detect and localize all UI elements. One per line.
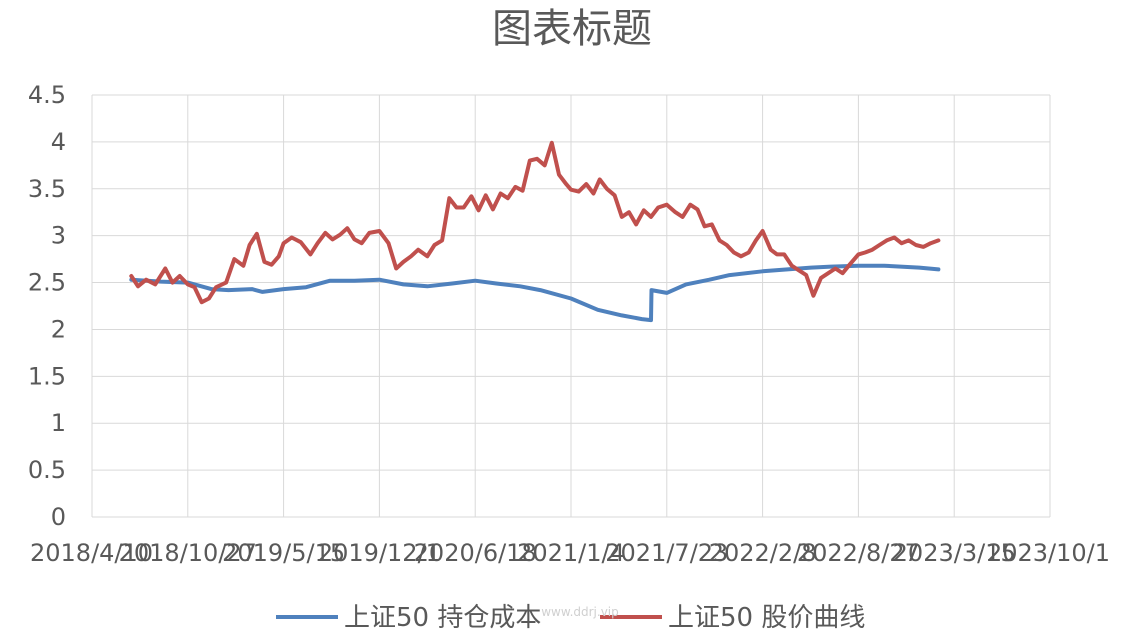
legend: 上证50 持仓成本 上证50 股价曲线	[276, 603, 865, 633]
legend-label-cost: 上证50 持仓成本	[344, 603, 541, 633]
x-tick-label: 2023/3/15	[893, 539, 1016, 567]
x-tick-label: 2018/10/27	[119, 539, 257, 567]
y-tick-label: 0	[51, 503, 66, 531]
x-tick-label: 2018/4/10	[30, 539, 153, 567]
x-tick-label: 2021/7/23	[605, 539, 728, 567]
y-tick-label: 1	[51, 409, 66, 437]
series-layer	[129, 140, 941, 323]
series-line-cost	[129, 263, 941, 323]
x-tick-label: 2019/12/1	[318, 539, 441, 567]
legend-label-price: 上证50 股价曲线	[668, 603, 865, 633]
y-tick-label: 3	[51, 222, 66, 250]
chart-title: 图表标题	[492, 6, 652, 52]
y-tick-label: 0.5	[28, 456, 66, 484]
y-tick-label: 2	[51, 315, 66, 343]
watermark-text: www.ddrj.vip	[541, 605, 619, 619]
x-tick-label: 2019/5/15	[222, 539, 345, 567]
y-axis-ticks: 0 0.5 1 1.5 2 2.5 3 3.5 4 4.5	[28, 81, 66, 531]
x-tick-label: 2022/2/8	[709, 539, 817, 567]
y-tick-label: 2.5	[28, 269, 66, 297]
series-line-price	[129, 140, 941, 305]
y-tick-label: 3.5	[28, 175, 66, 203]
x-tick-label: 2020/6/18	[414, 539, 537, 567]
y-tick-label: 4	[51, 128, 66, 156]
x-tick-label: 2021/1/4	[517, 539, 625, 567]
x-axis-ticks: 2018/4/102018/10/272019/5/152019/12/1202…	[30, 539, 1110, 567]
x-tick-label: 2023/10/1	[987, 539, 1110, 567]
grid	[91, 94, 1051, 518]
y-tick-label: 1.5	[28, 362, 66, 390]
x-tick-label: 2022/8/27	[797, 539, 920, 567]
y-tick-label: 4.5	[28, 81, 66, 109]
